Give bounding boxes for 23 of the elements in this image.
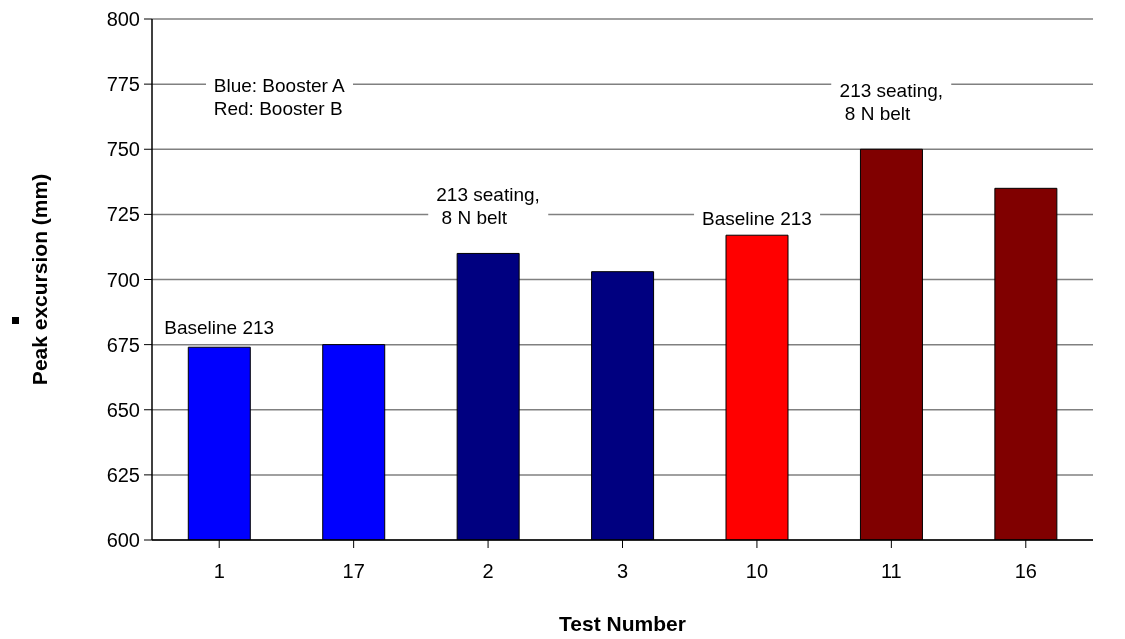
x-tick-label: 3 <box>616 560 629 583</box>
annotation: Baseline 213 <box>693 206 820 230</box>
annotation: Baseline 213 <box>156 315 283 339</box>
x-tick-label: 10 <box>745 560 769 583</box>
x-tick-label: 17 <box>342 560 365 583</box>
y-tick-label: 675 <box>106 333 140 356</box>
annotation: 213 seating, 8 N belt <box>831 78 952 125</box>
y-tick-label: 750 <box>106 138 140 161</box>
x-tick-label: 1 <box>213 560 225 583</box>
x-tick-label: 11 <box>880 560 902 583</box>
y-tick-label: 625 <box>106 463 140 486</box>
annotation: Blue: Booster A Red: Booster B <box>205 73 353 120</box>
y-tick-label: 700 <box>106 268 140 291</box>
y-tick-label: 650 <box>106 398 140 421</box>
y-tick-label: 725 <box>106 203 140 226</box>
y-axis-title: Peak excursion (mm) <box>28 173 52 386</box>
y-tick-label: 800 <box>106 8 140 31</box>
x-tick-label: 16 <box>1014 560 1037 583</box>
annotation: 213 seating, 8 N belt <box>428 183 548 230</box>
x-tick-label: 2 <box>482 560 494 583</box>
y-tick-label: 775 <box>106 73 140 96</box>
y-tick-label: 600 <box>106 529 140 552</box>
x-axis-title: Test Number <box>559 612 686 635</box>
